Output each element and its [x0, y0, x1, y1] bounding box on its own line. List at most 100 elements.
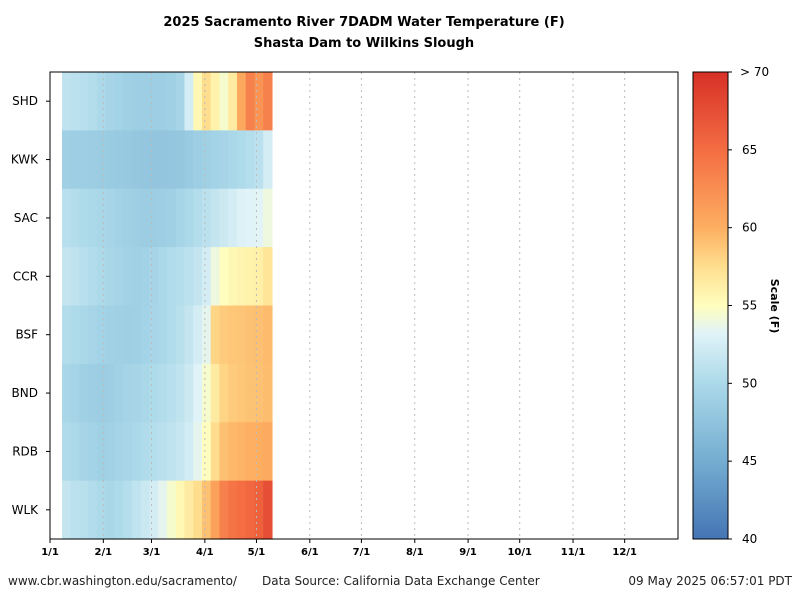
heatmap-cell-wlk-3	[88, 480, 98, 540]
heatmap-cell-wlk-22	[254, 480, 264, 540]
heatmap-cell-bnd-2	[79, 363, 89, 423]
heatmap-cell-bnd-20	[236, 363, 247, 423]
heatmap-cell-bsf-22	[254, 305, 264, 365]
heatmap-cell-ccr-2	[79, 247, 89, 307]
heatmap-cell-bsf-19	[228, 305, 238, 365]
heatmap-cell-wlk-16	[201, 480, 212, 540]
heatmap-cell-bnd-16	[201, 363, 212, 423]
heatmap-cell-shd-8	[132, 72, 142, 131]
x-tick-label-7: 8/1	[406, 547, 424, 558]
row-labels: SHD KWK SAC CCR BSF BND RDB WLK	[11, 94, 50, 517]
heatmap-cell-rdb-19	[228, 422, 238, 482]
heatmap-cell-bnd-12	[167, 363, 177, 423]
heatmap-cell-rdb-7	[123, 422, 133, 482]
x-tick-label-8: 9/1	[459, 547, 477, 558]
heatmap-cell-sac-3	[88, 188, 98, 248]
heatmap-cell-bnd-8	[132, 363, 142, 423]
heatmap-cell-bsf-10	[149, 305, 159, 365]
row-label-bsf: BSF	[15, 328, 38, 342]
heatmap-cell-wlk-10	[149, 480, 159, 540]
x-tick-label-1: 2/1	[95, 547, 113, 558]
heatmap-cell-wlk-6	[114, 480, 124, 540]
row-label-rdb: RDB	[12, 444, 38, 458]
heatmap-cell-bsf-21	[245, 305, 256, 365]
heatmap-cell-ccr-12	[167, 247, 177, 307]
heatmap-cell-kwk-21	[245, 130, 256, 190]
heatmap-cell-sac-7	[123, 188, 133, 248]
row-label-bnd: BND	[12, 386, 38, 400]
heatmap-cell-shd-22	[254, 72, 264, 131]
heatmap-cell-kwk-23	[263, 130, 273, 190]
heatmap-cell-kwk-12	[167, 130, 177, 190]
heatmap-cell-shd-11	[158, 72, 168, 131]
heatmap-cell-ccr-9	[140, 247, 151, 307]
heatmap-cell-rdb-11	[158, 422, 168, 482]
heatmap-cell-sac-14	[184, 188, 194, 248]
heatmap-cell-wlk-8	[132, 480, 142, 540]
x-tick-label-9: 10/1	[507, 547, 532, 558]
x-tick-label-6: 7/1	[353, 547, 371, 558]
heatmap-cell-rdb-2	[79, 422, 89, 482]
heatmap-cell-bsf-12	[167, 305, 177, 365]
heatmap-cell-bnd-10	[149, 363, 159, 423]
heatmap-cell-ccr-16	[201, 247, 212, 307]
colorbar-label: Scale (F)	[768, 279, 781, 334]
colorbar-top-label: > 70	[740, 65, 769, 79]
heatmap-cell-sac-4	[97, 188, 107, 248]
heatmap-cell-kwk-20	[236, 130, 247, 190]
heatmap-cell-bsf-1	[70, 305, 81, 365]
heatmap-cell-ccr-21	[245, 247, 256, 307]
heatmap-cell-bnd-9	[140, 363, 151, 423]
heatmap-cell-bnd-15	[193, 363, 203, 423]
heatmap-cell-bsf-7	[123, 305, 133, 365]
heatmap-cell-rdb-5	[105, 422, 116, 482]
colorbar-tick-label-60: 60	[742, 221, 757, 235]
heatmap-cell-bnd-6	[114, 363, 124, 423]
heatmap-cell-shd-21	[245, 72, 256, 131]
heatmap-cell-shd-4	[97, 72, 107, 131]
heatmap-cell-bsf-20	[236, 305, 247, 365]
heatmap-cell-rdb-16	[201, 422, 212, 482]
row-label-kwk: KWK	[11, 153, 39, 167]
heatmap-cell-sac-19	[228, 188, 238, 248]
heatmap-cell-rdb-17	[210, 422, 221, 482]
heatmap-cell-kwk-16	[201, 130, 212, 190]
heatmap-cell-kwk-6	[114, 130, 124, 190]
heatmap-cell-ccr-7	[123, 247, 133, 307]
x-tick-label-10: 11/1	[561, 547, 586, 558]
heatmap-cell-ccr-5	[105, 247, 116, 307]
heatmap-cell-ccr-23	[263, 247, 273, 307]
heatmap-cell-ccr-4	[97, 247, 107, 307]
heatmap-cells	[62, 72, 273, 540]
heatmap-cell-bnd-22	[254, 363, 264, 423]
heatmap-cell-wlk-0	[62, 480, 72, 540]
heatmap-cell-bnd-18	[219, 363, 229, 423]
heatmap-cell-ccr-17	[210, 247, 221, 307]
heatmap-cell-wlk-9	[140, 480, 151, 540]
heatmap-cell-ccr-20	[236, 247, 247, 307]
heatmap-cell-sac-6	[114, 188, 124, 248]
heatmap-cell-sac-16	[201, 188, 212, 248]
x-tick-label-5: 6/1	[301, 547, 319, 558]
heatmap-cell-wlk-12	[167, 480, 177, 540]
heatmap-cell-rdb-15	[193, 422, 203, 482]
heatmap-cell-rdb-22	[254, 422, 264, 482]
row-label-shd: SHD	[12, 94, 38, 108]
heatmap-cell-bsf-4	[97, 305, 107, 365]
footer-url: www.cbr.washington.edu/sacramento/	[8, 574, 237, 588]
heatmap-cell-kwk-11	[158, 130, 168, 190]
x-tick-labels: 1/1 2/1 3/1 4/1 5/1 6/1 7/1 8/1 9/1 10/1 11/1 12/1	[41, 539, 637, 558]
heatmap-cell-rdb-21	[245, 422, 256, 482]
heatmap-cell-shd-16	[201, 72, 212, 131]
heatmap-cell-sac-22	[254, 188, 264, 248]
heatmap-cell-ccr-14	[184, 247, 194, 307]
heatmap-cell-kwk-19	[228, 130, 238, 190]
heatmap-cell-kwk-0	[62, 130, 72, 190]
heatmap-cell-ccr-19	[228, 247, 238, 307]
heatmap-cell-sac-20	[236, 188, 247, 248]
heatmap-cell-bnd-23	[263, 363, 273, 423]
heatmap-cell-sac-23	[263, 188, 273, 248]
heatmap-cell-shd-9	[140, 72, 151, 131]
heatmap-cell-wlk-19	[228, 480, 238, 540]
